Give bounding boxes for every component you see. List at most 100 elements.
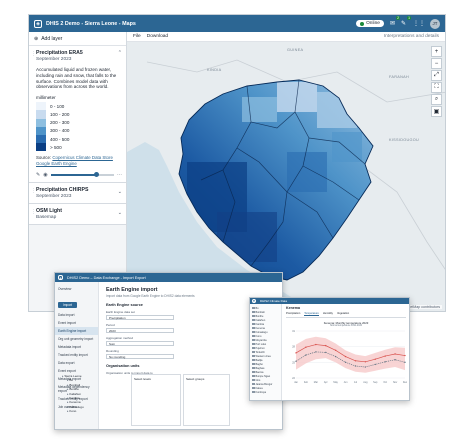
expand-chevron-icon[interactable]: ⌄ (117, 209, 122, 216)
climate-tab[interactable]: Precipitation (286, 312, 301, 315)
checkbox-icon[interactable] (252, 334, 255, 338)
ee-sidebar-item[interactable]: Metadata import (58, 345, 82, 349)
user-avatar[interactable]: JT (430, 18, 440, 29)
checkbox-icon[interactable] (252, 318, 255, 322)
org-unit-checkbox-row[interactable]: Kailahun (252, 318, 279, 322)
edit-icon[interactable]: ✎ (36, 171, 41, 178)
ee-sidebar-item[interactable]: Data import (58, 313, 75, 317)
org-unit-checkbox-row[interactable]: Bombali (252, 310, 279, 314)
ee-sidebar-item[interactable]: Overview (58, 287, 72, 291)
layer-card-precipitation-chirps[interactable]: ⋮ ⌄ Precipitation CHIRPS September 2023 (29, 182, 126, 204)
ee-sidebar-item[interactable]: Event import (58, 321, 76, 325)
climate-tab[interactable]: Vegetation (336, 312, 350, 315)
interpretations-icon[interactable]: ✎ 1 (400, 16, 411, 27)
org-unit-tree-item[interactable]: Sierra Leone (62, 374, 124, 378)
more-options-icon[interactable]: ⋯ (117, 171, 122, 178)
org-unit-checkbox-row[interactable]: Bo (252, 306, 279, 310)
org-unit-tree-item[interactable]: Bonthe (62, 387, 124, 391)
checkbox-icon[interactable] (252, 346, 255, 350)
file-menu[interactable]: File (133, 34, 141, 39)
source-link-earth-engine[interactable]: Google Earth Engine (36, 160, 77, 166)
fit-bounds-button[interactable]: ⤢ (431, 70, 442, 81)
checkbox-icon[interactable] (252, 382, 255, 386)
org-unit-checkbox-row[interactable]: Kono (252, 334, 279, 338)
org-unit-checkbox-row[interactable]: Kenema (252, 326, 279, 330)
dhis2-logo-icon[interactable]: ◈ (58, 275, 63, 280)
source-link-copernicus[interactable]: Copernicus Climate Data Store (52, 155, 113, 161)
download-menu[interactable]: Download (146, 34, 169, 39)
layer-card-osm-light[interactable]: ⋮ ⌄ OSM Light Basemap (29, 203, 126, 225)
org-unit-tree-item[interactable]: Kono (62, 409, 124, 413)
checkbox-icon[interactable] (252, 306, 255, 310)
org-unit-checkbox-row[interactable]: Kakua (252, 386, 279, 390)
map-canvas[interactable]: GUINEA KINDIA FARANAH KISSIDOUGOU + − ⤢ … (127, 42, 445, 311)
checkbox-icon[interactable] (252, 354, 255, 358)
org-unit-checkbox-row[interactable]: Komboya (252, 390, 279, 394)
org-unit-checkbox-row[interactable]: Jaiama Bongor (252, 382, 279, 386)
checkbox-icon[interactable] (252, 366, 255, 370)
org-unit-groups-box[interactable]: Select groups (183, 374, 230, 426)
ee-field-select[interactable]: No rounding (106, 354, 174, 359)
org-unit-tree-item[interactable]: Koinadugu (62, 405, 124, 409)
ee-sidebar-item[interactable]: Event export (58, 369, 76, 373)
checkbox-icon[interactable] (252, 342, 255, 346)
org-unit-checkbox-row[interactable]: Port Loko (252, 342, 279, 346)
checkbox-icon[interactable] (252, 322, 255, 326)
fullscreen-button[interactable]: ⛶ (431, 82, 442, 93)
ee-sidebar-item[interactable]: Data export (58, 361, 75, 365)
org-unit-checkbox-row[interactable]: Bagbo (252, 362, 279, 366)
dhis2-logo-icon[interactable]: ◈ (252, 299, 256, 303)
org-unit-checkbox-row[interactable]: Kambia (252, 322, 279, 326)
drag-handle-icon[interactable]: ⋮ (31, 51, 36, 57)
org-unit-tree-item[interactable]: Bombali (62, 383, 124, 387)
interpretations-toggle[interactable]: Interpretations and details (383, 34, 439, 39)
checkbox-icon[interactable] (252, 386, 255, 390)
checkbox-icon[interactable] (252, 390, 255, 394)
org-unit-checkbox-row[interactable]: Tonkolili (252, 350, 279, 354)
search-button[interactable]: ⌕ (431, 94, 442, 105)
org-unit-checkbox-row[interactable]: Western Area (252, 354, 279, 358)
messages-icon[interactable]: ✉ 2 (389, 16, 400, 27)
checkbox-icon[interactable] (252, 358, 255, 362)
checkbox-icon[interactable] (252, 362, 255, 366)
climate-tab[interactable]: Temperature (304, 312, 319, 316)
org-unit-tree-item[interactable]: Kailahun (62, 392, 124, 396)
checkbox-icon[interactable] (252, 326, 255, 330)
org-unit-checkbox-row[interactable]: Bonthe (252, 314, 279, 318)
org-unit-checkbox-row[interactable]: Bagbwe (252, 366, 279, 370)
opacity-slider[interactable] (50, 171, 114, 177)
drag-handle-icon[interactable]: ⋮ (31, 208, 36, 215)
ee-field-select[interactable]: 2023 (106, 328, 174, 333)
org-unit-checkbox-row[interactable]: Badjia (252, 358, 279, 362)
checkbox-icon[interactable] (252, 374, 255, 378)
org-unit-tree-item[interactable]: Bo (62, 378, 124, 382)
layer-card-precipitation-era5[interactable]: ⋮ ⌃ Precipitation ERA5 September 2023 Ac… (29, 46, 126, 183)
visibility-eye-icon[interactable]: ◉ (43, 171, 48, 178)
org-unit-checkbox-row[interactable]: Gbo (252, 378, 279, 382)
apps-grid-icon[interactable]: ⋮⋮ (413, 21, 425, 27)
org-unit-checkbox-row[interactable]: Koinadugu (252, 330, 279, 334)
basemap-button[interactable]: ▣ (431, 106, 442, 117)
org-unit-tree-item[interactable]: Kenema (62, 400, 124, 404)
collapse-chevron-icon[interactable]: ⌃ (117, 50, 122, 56)
dhis2-logo-icon[interactable]: ◈ (34, 19, 42, 28)
checkbox-icon[interactable] (252, 378, 255, 382)
checkbox-icon[interactable] (252, 310, 255, 314)
add-layer-button[interactable]: ⊕ Add layer (29, 32, 126, 46)
ee-sidebar-item[interactable]: Tracked entity import (58, 353, 88, 357)
opacity-slider-handle[interactable] (93, 171, 99, 177)
ee-field-select[interactable]: Sum (106, 341, 174, 346)
org-unit-levels-box[interactable]: Select levels (131, 374, 181, 426)
org-unit-checkbox-row[interactable]: Pujehun (252, 346, 279, 350)
expand-chevron-icon[interactable]: ⌄ (117, 188, 122, 195)
map-attribution[interactable]: © OpenStreetMap contributors (389, 305, 442, 309)
drag-handle-icon[interactable]: ⋮ (31, 187, 36, 194)
ee-sidebar-item[interactable]: Org unit geometry import (58, 337, 94, 341)
import-button[interactable]: Import (58, 302, 78, 308)
ee-sidebar-item[interactable]: Earth Engine import (55, 327, 98, 335)
checkbox-icon[interactable] (252, 350, 255, 354)
zoom-in-button[interactable]: + (431, 46, 442, 57)
zoom-out-button[interactable]: − (431, 58, 442, 69)
org-unit-checkbox-row[interactable]: Moyamba (252, 338, 279, 342)
org-unit-tree-item[interactable]: Kambia (62, 396, 124, 400)
